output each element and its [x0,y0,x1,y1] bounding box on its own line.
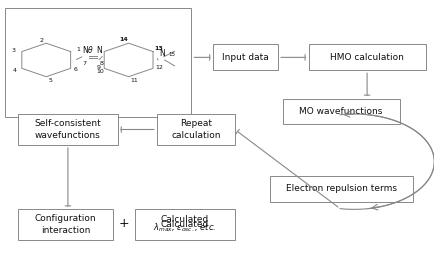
Text: Calculated: Calculated [161,220,209,229]
Text: +: + [118,217,129,230]
Bar [5,9,191,117]
Text: HMO calculation: HMO calculation [329,53,403,62]
Bar [269,176,412,202]
Text: Self-consistent
wavefunctions: Self-consistent wavefunctions [34,119,101,140]
Text: 6: 6 [74,67,78,72]
Text: Configuration
interaction: Configuration interaction [35,214,96,235]
Bar [18,114,118,145]
Text: 4: 4 [13,68,17,73]
Text: MO wavefunctions: MO wavefunctions [299,107,382,116]
Text: Input data: Input data [222,53,269,62]
Bar [282,99,399,124]
Text: 11: 11 [130,78,138,83]
Text: 7: 7 [82,61,86,66]
Text: $\lambda_{max}$, $\varepsilon_{osc.}$, etc.: $\lambda_{max}$, $\varepsilon_{osc.}$, e… [153,222,216,234]
Text: 13: 13 [154,46,162,51]
Text: N: N [96,46,102,55]
Bar [156,114,234,145]
Text: Electron repulsion terms: Electron repulsion terms [285,184,396,193]
Text: 15: 15 [168,52,175,57]
Text: 10: 10 [96,69,103,74]
Text: N: N [159,49,165,58]
Text: 9: 9 [96,65,100,70]
Text: 2: 2 [40,38,44,43]
Text: Repeat
calculation: Repeat calculation [171,119,220,140]
Text: 3: 3 [11,48,15,53]
Text: 12: 12 [155,65,163,70]
Text: θ: θ [88,46,92,55]
Text: Calculated: Calculated [161,215,209,224]
Bar [135,209,234,240]
Bar [213,45,278,70]
Text: 1: 1 [76,47,80,52]
Text: N: N [82,46,88,55]
Text: 5: 5 [49,78,53,83]
Bar [18,209,113,240]
Bar [308,45,424,70]
Text: 14: 14 [119,37,128,42]
Text: 8: 8 [99,61,103,66]
